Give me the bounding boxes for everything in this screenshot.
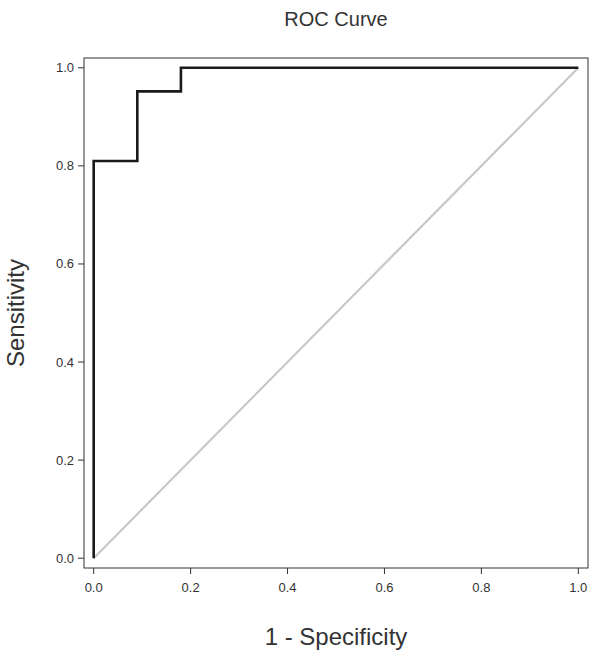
x-tick bbox=[190, 568, 191, 574]
x-tick-label: 0.6 bbox=[375, 580, 393, 595]
y-tick-label: 0.0 bbox=[56, 551, 74, 566]
x-tick-label: 0.2 bbox=[182, 580, 200, 595]
y-tick bbox=[78, 263, 84, 264]
x-tick bbox=[287, 568, 288, 574]
y-tick-label: 0.2 bbox=[56, 453, 74, 468]
data-group bbox=[94, 68, 579, 558]
x-tick-label: 1.0 bbox=[569, 580, 587, 595]
x-tick bbox=[384, 568, 385, 574]
x-tick-label: 0.0 bbox=[85, 580, 103, 595]
y-tick-label: 1.0 bbox=[56, 60, 74, 75]
chart-title: ROC Curve bbox=[284, 8, 387, 30]
chart-svg: ROC Curve 0.0 0.2 0.4 0.6 0.8 1.0 0.0 0.2 0.4 0.6 0… bbox=[0, 0, 601, 659]
plot-frame bbox=[84, 58, 588, 568]
chart-container: ROC Curve 0.0 0.2 0.4 0.6 0.8 1.0 0.0 0.2 0.4 0.6 0… bbox=[0, 0, 601, 659]
series-line bbox=[94, 68, 579, 558]
x-tick bbox=[481, 568, 482, 574]
y-tick-label: 0.4 bbox=[56, 355, 74, 370]
series-line bbox=[94, 68, 579, 558]
y-tick bbox=[78, 460, 84, 461]
x-tick bbox=[578, 568, 579, 574]
y-tick-label: 0.6 bbox=[56, 256, 74, 271]
x-tick-label: 0.4 bbox=[278, 580, 296, 595]
x-axis-title: 1 - Specificity bbox=[265, 623, 408, 650]
y-axis-title: Sensitivity bbox=[2, 259, 29, 367]
y-tick-label: 0.8 bbox=[56, 158, 74, 173]
x-tick-label: 0.8 bbox=[472, 580, 490, 595]
y-tick bbox=[78, 558, 84, 559]
x-tick bbox=[93, 568, 94, 574]
y-tick bbox=[78, 67, 84, 68]
y-tick bbox=[78, 165, 84, 166]
y-tick bbox=[78, 362, 84, 363]
